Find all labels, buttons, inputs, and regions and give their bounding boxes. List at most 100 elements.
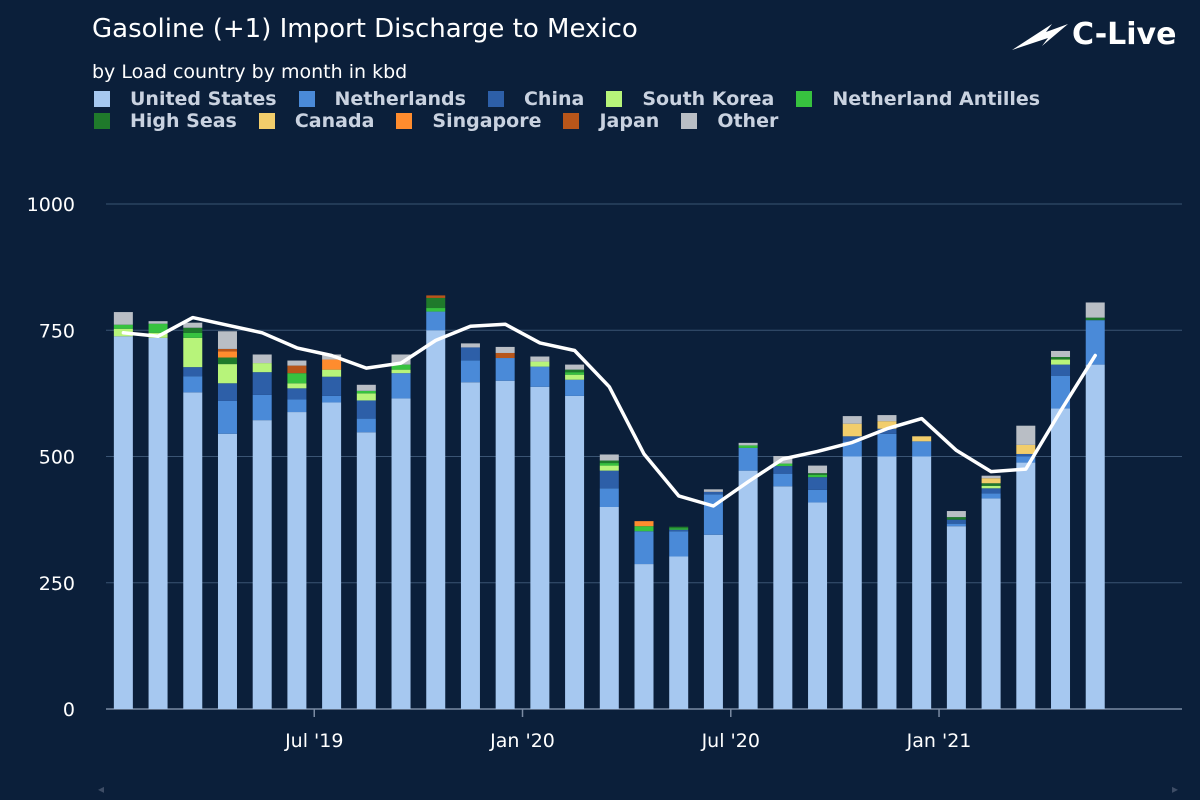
bar-segment: [981, 483, 1001, 486]
legend-item[interactable]: Japan: [563, 110, 659, 132]
bar-segment: [669, 529, 689, 532]
legend-swatch: [396, 113, 413, 129]
bar-segment: [287, 360, 307, 366]
scroll-left-icon[interactable]: ◂: [98, 782, 105, 796]
bar-segment: [252, 420, 272, 709]
y-tick-label: 250: [39, 573, 75, 595]
bar-segment: [912, 441, 932, 457]
bar-segment: [981, 488, 1001, 494]
bar-segment: [322, 376, 342, 396]
bar-segment: [842, 416, 862, 424]
scroll-right-icon[interactable]: ▸: [1172, 782, 1179, 796]
legend-label: Netherland Antilles: [832, 88, 1041, 110]
bar-segment: [252, 372, 272, 395]
bar-segment: [460, 347, 480, 361]
legend-swatch: [563, 113, 580, 129]
bar-segment: [599, 470, 619, 489]
bar-segment: [946, 526, 966, 709]
bar-segment: [565, 364, 585, 370]
bar-segment: [599, 454, 619, 461]
bar-segment: [773, 466, 793, 474]
y-tick-label: 750: [39, 320, 75, 342]
bar-segment: [1085, 364, 1105, 709]
bar-segment: [912, 456, 932, 709]
legend-item[interactable]: Other: [681, 110, 778, 132]
bar-segment: [738, 470, 758, 709]
bar-segment: [599, 465, 619, 471]
bar-segment: [1051, 357, 1071, 360]
bar-segment: [322, 402, 342, 709]
bar-segment: [1051, 364, 1071, 376]
bar-segment: [217, 351, 237, 358]
c-live-logo-icon: [1012, 24, 1068, 50]
legend-item[interactable]: Netherlands: [298, 88, 466, 110]
bar-segment: [460, 382, 480, 709]
bar-segment: [842, 436, 862, 442]
bar-segment: [669, 556, 689, 709]
bar-segment: [808, 473, 828, 475]
bar-segment: [1016, 462, 1036, 709]
bar-segment: [634, 531, 654, 565]
legend-item[interactable]: Canada: [258, 110, 375, 132]
bar-segment: [287, 412, 307, 709]
bar-segment: [217, 383, 237, 401]
bar-segment: [738, 447, 758, 471]
legend-label: United States: [130, 88, 277, 110]
bar-segment: [495, 358, 515, 381]
bar-segment: [1051, 350, 1071, 358]
bar-segment: [356, 390, 376, 394]
bar-segment: [565, 369, 585, 373]
legend-item[interactable]: Netherland Antilles: [796, 88, 1040, 110]
bar-segment: [703, 491, 723, 495]
bar-segment: [495, 352, 515, 359]
legend-label: Canada: [294, 110, 375, 132]
bar-segment: [530, 386, 550, 709]
bar-segment: [460, 343, 480, 348]
bar-segment: [703, 534, 723, 709]
legend-item[interactable]: Singapore: [396, 110, 541, 132]
bar-segment: [808, 502, 828, 709]
bar-segment: [877, 415, 897, 422]
bar-segment: [773, 463, 793, 467]
bar-segment: [669, 528, 689, 530]
legend-item[interactable]: High Seas: [94, 110, 237, 132]
bar-segment: [981, 498, 1001, 709]
legend-item[interactable]: South Korea: [606, 88, 774, 110]
bar-segment: [981, 485, 1001, 489]
bar-segment: [981, 475, 1001, 479]
bar-segment: [981, 493, 1001, 499]
bar-segment: [183, 337, 203, 368]
bar-segment: [946, 517, 966, 520]
bar-segment: [252, 363, 272, 373]
x-tick-label: Jul '19: [284, 730, 343, 752]
bar-segment: [356, 393, 376, 401]
bar-segment: [183, 376, 203, 393]
bar-segment: [217, 348, 237, 352]
bar-segment: [877, 456, 897, 709]
legend-item[interactable]: China: [487, 88, 584, 110]
legend-swatch: [681, 113, 698, 129]
legend-swatch: [606, 91, 623, 107]
bar-segment: [356, 384, 376, 391]
bar-segment: [530, 356, 550, 362]
logo-text: C-Live: [1072, 17, 1177, 52]
bar-segment: [1085, 302, 1105, 318]
bar-segment: [1051, 359, 1071, 365]
bar-segment: [391, 364, 411, 370]
legend-label: Japan: [599, 110, 660, 132]
bar-segment: [530, 361, 550, 367]
bar-segment: [773, 473, 793, 487]
bar-segment: [322, 395, 342, 403]
bar-segment: [217, 400, 237, 434]
bar-segment: [808, 465, 828, 474]
bar-segment: [217, 357, 237, 365]
legend-item[interactable]: United States: [94, 88, 277, 110]
bar-segment: [808, 489, 828, 503]
bar-segment: [322, 369, 342, 377]
bar-segment: [946, 519, 966, 524]
bar-segment: [113, 336, 133, 709]
bar-segment: [252, 354, 272, 364]
bar-segment: [495, 380, 515, 709]
bar-segment: [599, 460, 619, 464]
legend-swatch: [94, 113, 110, 129]
